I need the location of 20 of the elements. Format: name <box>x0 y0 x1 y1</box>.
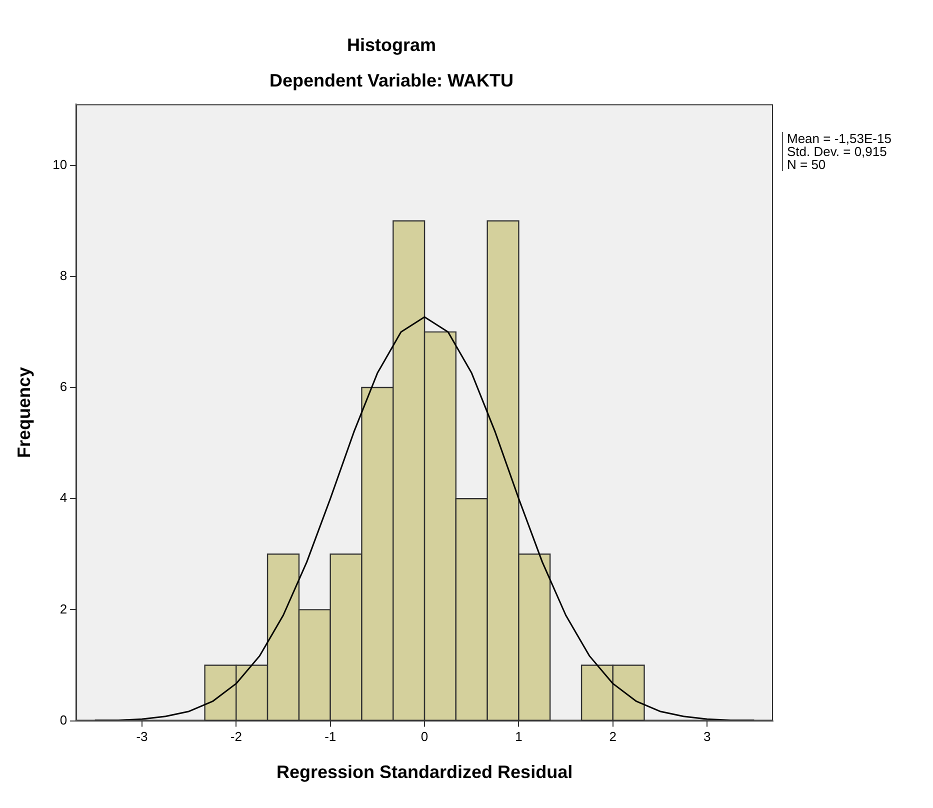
x-tick-label: 0 <box>420 729 428 744</box>
x-axis-title: Regression Standardized Residual <box>276 762 573 782</box>
x-tick-label: -2 <box>230 729 242 744</box>
x-tick-label: -3 <box>136 729 148 744</box>
chart-subtitle: Dependent Variable: WAKTU <box>269 70 514 90</box>
x-tick-label: 3 <box>703 729 711 744</box>
chart-title: Histogram <box>346 34 436 55</box>
y-tick-label: 8 <box>60 268 68 283</box>
y-tick-label: 6 <box>60 379 68 394</box>
y-tick-label: 0 <box>60 712 68 728</box>
text: N = 50 <box>787 157 827 172</box>
x-tick-label: 2 <box>609 729 617 744</box>
text: Std. Dev. = 0,915 <box>787 144 887 159</box>
y-tick-label: 2 <box>60 601 68 616</box>
y-axis-title: Frequency <box>14 366 34 458</box>
y-tick-label: 10 <box>52 156 68 172</box>
x-tick-label: 1 <box>515 729 522 744</box>
x-tick-label: -1 <box>324 729 336 744</box>
y-tick-label: 4 <box>60 490 68 506</box>
text: Mean = -1,53E-15 <box>787 131 892 146</box>
